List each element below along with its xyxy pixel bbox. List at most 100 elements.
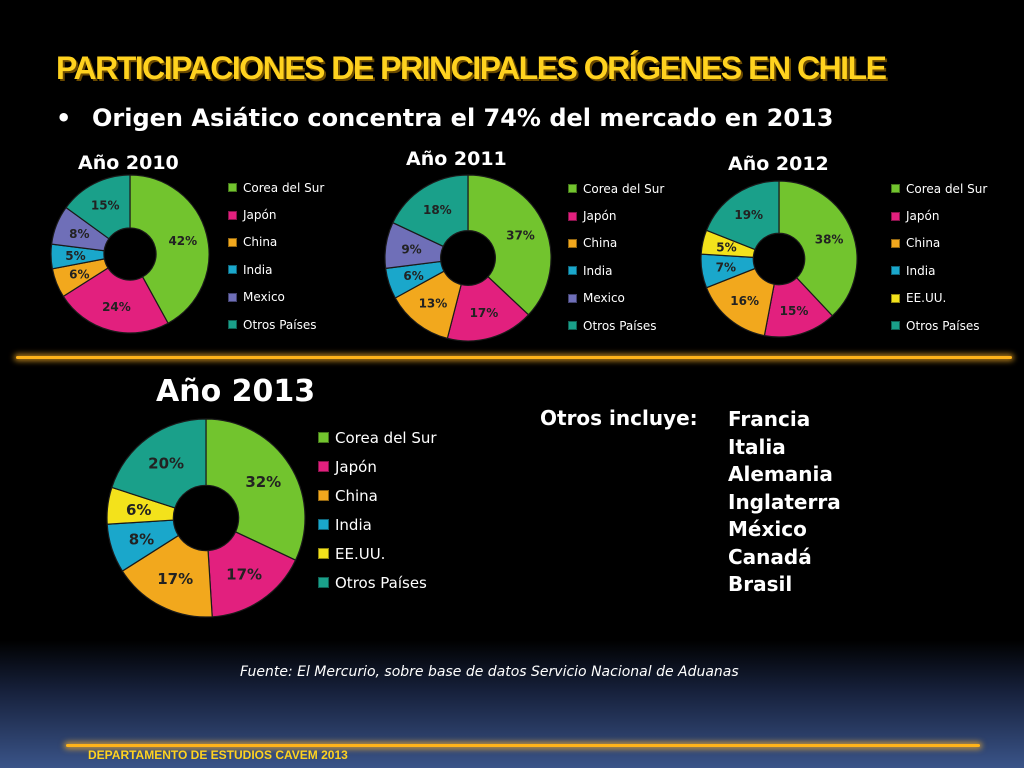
others-item: Inglaterra xyxy=(728,489,841,514)
ano-2011-slice-otros-paises xyxy=(392,174,469,248)
legend-item-japon: Japón xyxy=(228,201,324,228)
others-item: Alemania xyxy=(728,462,833,486)
legend-label: EE.UU. xyxy=(906,291,947,306)
legend-item-corea-del-sur: Corea del Sur xyxy=(891,175,987,202)
chart-2011-legend: Corea del Sur Japón China India Mexico Otros … xyxy=(568,175,664,339)
legend-swatch-icon xyxy=(568,321,577,331)
ano-2010-label-otros-paises: 15% xyxy=(91,199,120,213)
legend-item-japon: Japón xyxy=(568,202,664,229)
chart-2010-donut: 42% 24% 6% 5% 8%15% xyxy=(50,174,210,334)
ano-2013-slice-japon xyxy=(207,531,297,618)
legend-item-ee-uu: EE.UU. xyxy=(891,285,987,312)
ano-2011-slice-japon xyxy=(446,275,530,342)
legend-swatch-icon xyxy=(228,183,237,193)
ano-2011-label-otros-paises: 18% xyxy=(423,203,452,217)
chart-2011-title: Año 2011 xyxy=(406,148,507,170)
legend-label: China xyxy=(583,236,618,251)
legend-item-china: China xyxy=(318,481,437,510)
legend-item-japon: Japón xyxy=(891,202,987,229)
others-item: Brasil xyxy=(728,572,793,596)
chart-2012-donut: 38% 15% 16% 7% 5% 19% xyxy=(700,180,858,338)
legend-swatch-icon xyxy=(891,211,900,221)
chart-2012-legend: Corea del Sur Japón China India EE.UU. Otros … xyxy=(891,175,987,339)
legend-item-otros-paises: Otros Países xyxy=(318,568,437,597)
chart-2010-title: Año 2010 xyxy=(78,152,179,174)
legend-label: Corea del Sur xyxy=(335,428,437,447)
others-label: Otros incluye: xyxy=(540,406,698,430)
others-item: México xyxy=(728,517,807,541)
ano-2013-label-japon: 17% xyxy=(226,566,262,584)
legend-item-corea-del-sur: Corea del Sur xyxy=(318,423,437,452)
legend-label: Japón xyxy=(335,457,377,476)
legend-label: Otros Países xyxy=(583,318,657,333)
ano-2012-label-corea-del-sur: 38% xyxy=(815,232,844,246)
ano-2012-label-india: 7% xyxy=(716,261,736,275)
ano-2011-label-china: 13% xyxy=(419,297,448,311)
page-title: PARTICIPACIONES DE PRINCIPALES ORÍGENES … xyxy=(56,50,887,86)
ano-2010-slice-corea-del-sur xyxy=(129,174,210,325)
legend-label: Mexico xyxy=(243,290,285,305)
ano-2011-label-india: 6% xyxy=(403,269,423,283)
legend-swatch-icon xyxy=(318,548,329,559)
ano-2011-slice-corea-del-sur xyxy=(467,174,552,316)
legend-swatch-icon xyxy=(318,461,329,472)
legend-item-china: China xyxy=(568,230,664,257)
chart-2010-legend: Corea del Sur Japón China India Mexico Otros … xyxy=(228,174,324,338)
legend-swatch-icon xyxy=(568,211,577,221)
legend-label: Otros Países xyxy=(243,317,317,332)
legend-swatch-icon xyxy=(891,293,900,303)
legend-item-otros-paises: Otros Países xyxy=(228,311,324,338)
legend-swatch-icon xyxy=(568,238,577,248)
others-item: Francia xyxy=(728,407,811,431)
bullet-icon: • xyxy=(56,104,72,132)
ano-2012-slice-corea-del-sur xyxy=(778,180,858,317)
legend-label: India xyxy=(906,263,936,278)
legend-swatch-icon xyxy=(228,265,237,275)
ano-2013-label-india: 8% xyxy=(129,530,154,548)
source-note: Fuente: El Mercurio, sobre base de datos… xyxy=(240,664,739,680)
legend-swatch-icon xyxy=(891,321,900,331)
legend-swatch-icon xyxy=(568,184,577,194)
chart-2011-donut: 37% 17% 13% 6% 9% 18% xyxy=(384,174,552,342)
subtitle-bullet: • Origen Asiático concentra el 74% del me… xyxy=(56,104,833,132)
legend-label: India xyxy=(335,515,372,534)
legend-label: Otros Países xyxy=(906,318,980,333)
ano-2013-slice-china xyxy=(121,534,213,618)
legend-label: Corea del Sur xyxy=(243,180,325,195)
chart-2013-donut: 32% 17% 17% 8% 6% 20% xyxy=(106,418,306,618)
legend-label: China xyxy=(243,235,278,250)
legend-label: Japón xyxy=(243,208,277,223)
legend-item-india: India xyxy=(568,257,664,284)
legend-item-china: China xyxy=(228,229,324,256)
legend-label: Japón xyxy=(583,209,617,224)
ano-2011-label-japon: 17% xyxy=(470,306,499,320)
ano-2012-label-china: 16% xyxy=(730,294,759,308)
legend-item-mexico: Mexico xyxy=(568,285,664,312)
legend-swatch-icon xyxy=(568,266,577,276)
ano-2011-label-mexico: 9% xyxy=(401,242,421,256)
legend-item-china: China xyxy=(891,230,987,257)
legend-item-india: India xyxy=(228,256,324,283)
legend-swatch-icon xyxy=(228,237,237,247)
ano-2013-label-corea-del-sur: 32% xyxy=(245,473,281,491)
legend-swatch-icon xyxy=(228,320,237,330)
legend-label: India xyxy=(583,263,613,278)
legend-swatch-icon xyxy=(891,266,900,276)
top-divider xyxy=(16,356,1012,359)
legend-label: China xyxy=(906,236,941,251)
ano-2010-slice-otros-paises xyxy=(65,174,131,240)
legend-label: Corea del Sur xyxy=(583,181,665,196)
footer-text: DEPARTAMENTO DE ESTUDIOS CAVEM 2013 xyxy=(88,748,348,762)
legend-item-japon: Japón xyxy=(318,452,437,481)
ano-2010-label-japon: 24% xyxy=(102,300,131,314)
ano-2012-slice-otros-paises xyxy=(705,180,780,251)
ano-2011-label-corea-del-sur: 37% xyxy=(506,229,535,243)
ano-2013-label-china: 17% xyxy=(157,570,193,588)
legend-label: Japón xyxy=(906,209,940,224)
ano-2013-slice-corea-del-sur xyxy=(205,418,306,561)
legend-item-otros-paises: Otros Países xyxy=(568,312,664,339)
ano-2012-label-japon: 15% xyxy=(780,304,809,318)
ano-2010-label-mexico: 8% xyxy=(69,227,89,241)
legend-label: Mexico xyxy=(583,291,625,306)
ano-2010-label-india: 5% xyxy=(65,249,85,263)
